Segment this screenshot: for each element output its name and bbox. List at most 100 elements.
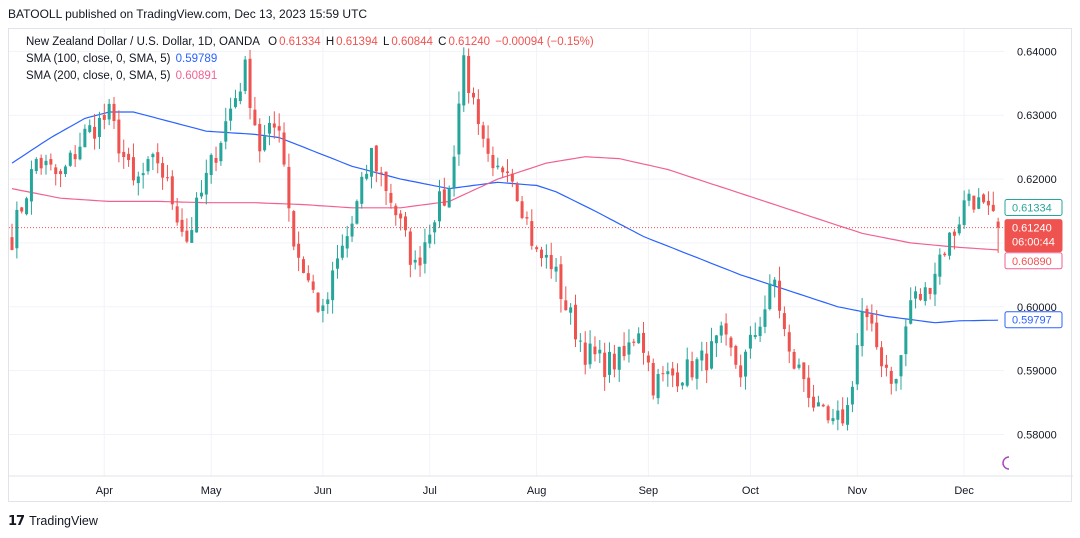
candle <box>127 147 131 167</box>
candle <box>131 143 135 186</box>
candle-body <box>389 192 393 203</box>
candle <box>199 180 203 199</box>
candle <box>486 125 490 162</box>
candle-body <box>199 192 203 197</box>
candle <box>267 115 271 146</box>
candle-body <box>321 305 325 311</box>
candle-body <box>277 126 281 131</box>
last-price-badge <box>1004 219 1063 253</box>
footer-brand[interactable]: 17 TradingView <box>8 511 98 531</box>
candle <box>588 330 592 369</box>
candle <box>627 329 631 363</box>
last-price-badge-text: 0.61240 <box>1012 223 1052 235</box>
y-tick-label: 0.59000 <box>1017 366 1057 378</box>
chart-frame[interactable]: 0.640000.630000.620000.610000.600000.590… <box>8 28 1073 503</box>
candle <box>826 404 830 424</box>
candle-body <box>209 154 213 175</box>
sma200-line <box>11 156 999 251</box>
candle-body <box>447 188 451 208</box>
candle-body <box>34 159 38 172</box>
candle-body <box>282 132 286 165</box>
candle-body <box>744 351 748 377</box>
candle-body <box>525 217 529 219</box>
candle-body <box>748 334 752 349</box>
candle-body <box>846 405 850 425</box>
candle-body <box>758 326 762 337</box>
candle <box>350 215 354 242</box>
candle <box>583 331 587 375</box>
candle-body <box>977 197 981 209</box>
candle-body <box>880 347 884 367</box>
candle-body <box>651 363 655 396</box>
candle-body <box>384 171 388 192</box>
candle <box>821 403 825 408</box>
candle <box>501 165 505 178</box>
candle <box>462 47 466 112</box>
candle <box>457 91 461 166</box>
candle <box>986 191 990 215</box>
candle-body <box>957 224 961 234</box>
candle-body <box>379 172 383 174</box>
candle-body <box>156 152 160 164</box>
candle-body <box>530 221 534 246</box>
legend-low: 0.60844 <box>391 36 433 48</box>
candle <box>447 185 451 208</box>
candle <box>195 192 199 233</box>
candle-body <box>923 287 927 302</box>
candle-body <box>676 372 680 387</box>
candle <box>729 336 733 357</box>
candle-body <box>195 197 199 233</box>
candle <box>292 210 296 251</box>
legend-sma200[interactable]: SMA (200, close, 0, SMA, 5) 0.60891 <box>26 70 219 82</box>
candle-body <box>909 300 913 324</box>
candle-body <box>501 167 505 173</box>
candle-body <box>724 323 728 335</box>
candle-body <box>646 355 650 363</box>
candle-body <box>962 200 966 225</box>
legend-sma100-label: SMA (100, close, 0, SMA, 5) <box>26 53 171 65</box>
candle-body <box>539 249 544 259</box>
price-chart[interactable]: 0.640000.630000.620000.610000.600000.590… <box>9 29 1073 503</box>
candle <box>190 217 194 243</box>
candle <box>918 288 922 301</box>
candle-body <box>719 325 723 336</box>
candle-body <box>161 163 165 178</box>
candle-body <box>452 156 456 188</box>
sma200-badge-text: 0.60890 <box>1012 256 1052 268</box>
legend-low-label: L <box>382 36 390 48</box>
candle <box>180 208 184 237</box>
candle <box>287 153 291 222</box>
candle-body <box>782 313 786 330</box>
candle <box>894 378 898 392</box>
candle-body <box>710 341 714 369</box>
candle <box>539 246 544 267</box>
candle-body <box>418 257 422 266</box>
candle <box>301 256 305 274</box>
legend-main: New Zealand Dollar / U.S. Dollar, 1D, OA… <box>26 36 596 48</box>
candle-body <box>180 219 184 232</box>
candle <box>632 338 636 347</box>
candle <box>671 361 675 388</box>
candle <box>617 346 621 382</box>
candle <box>442 177 446 207</box>
legend-symbol: New Zealand Dollar / U.S. Dollar, 1D, OA… <box>26 36 260 48</box>
candle <box>384 171 388 206</box>
candle-body <box>146 159 150 172</box>
candle-body <box>952 231 956 236</box>
candle-body <box>860 311 864 347</box>
candle <box>258 118 262 163</box>
candle-body <box>778 280 782 311</box>
candle <box>914 286 918 309</box>
brand-name: TradingView <box>29 514 98 528</box>
candle-body <box>88 125 92 132</box>
price-badges: 0.61334 0.61240 06:00:44 0.60890 0.59797 <box>1004 199 1063 329</box>
candle-body <box>350 223 354 237</box>
candle-body <box>666 371 670 375</box>
candle-body <box>238 91 242 102</box>
legend-sma100[interactable]: SMA (100, close, 0, SMA, 5) 0.59789 <box>26 53 219 65</box>
legend-close: 0.61240 <box>448 36 491 48</box>
legend-close-label: C <box>438 36 447 48</box>
y-tick-label: 0.58000 <box>1017 429 1057 441</box>
candle-body <box>335 258 339 269</box>
candle <box>413 250 417 270</box>
